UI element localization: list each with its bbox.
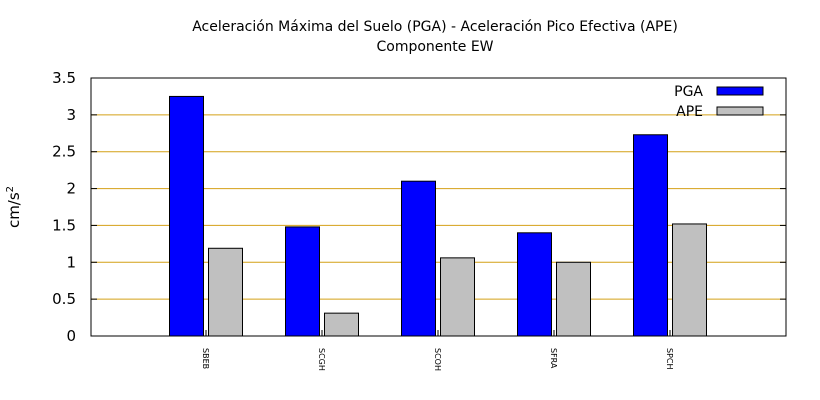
bar-ape-scgh	[324, 312, 359, 337]
y-tick-label: 3	[66, 106, 76, 124]
y-tick-label: 2	[66, 180, 76, 198]
y-tick-label: 2.5	[52, 143, 76, 161]
bar-pga-scoh	[401, 180, 436, 337]
y-axis-label-base: cm/s	[5, 192, 23, 228]
y-tick-label: 0	[66, 327, 76, 345]
chart-title: Aceleración Máxima del Suelo (PGA) - Ace…	[192, 19, 678, 35]
bar-ape-scoh	[440, 257, 475, 337]
x-category-label: SCOH	[433, 348, 442, 371]
bar-pga-sfra	[517, 232, 552, 337]
bars	[169, 95, 707, 337]
x-category-label: SBEB	[201, 348, 210, 369]
y-tick-label: 1	[66, 253, 76, 271]
y-axis-label-superscript: 2	[5, 186, 16, 192]
bar-pga-sbeb	[169, 95, 204, 337]
x-category-labels: SBEB SCGH SCOH SFRA SPCH	[201, 330, 674, 371]
x-category-label: SFRA	[549, 348, 558, 369]
legend-swatch	[716, 106, 764, 116]
y-tick-label: 0.5	[52, 290, 76, 308]
chart-subtitle: Componente EW	[376, 39, 493, 55]
y-axis-label: cm/s2	[5, 186, 23, 228]
x-category-label: SPCH	[665, 348, 674, 370]
y-tick-label: 3.5	[52, 69, 76, 87]
bar-ape-sfra	[556, 261, 591, 337]
legend-swatch	[716, 86, 764, 96]
legend: PGA APE	[674, 84, 764, 120]
legend-label: APE	[676, 104, 703, 120]
bar-pga-scgh	[285, 226, 320, 337]
y-ticks: 0 0.5 1 1.5 2 2.5 3 3.5	[52, 69, 786, 345]
bar-ape-sbeb	[208, 247, 243, 337]
x-category-label: SCGH	[317, 348, 326, 371]
bar-pga-spch	[633, 134, 668, 337]
legend-label: PGA	[674, 84, 703, 100]
y-tick-label: 1.5	[52, 216, 76, 234]
bar-ape-spch	[672, 223, 707, 337]
